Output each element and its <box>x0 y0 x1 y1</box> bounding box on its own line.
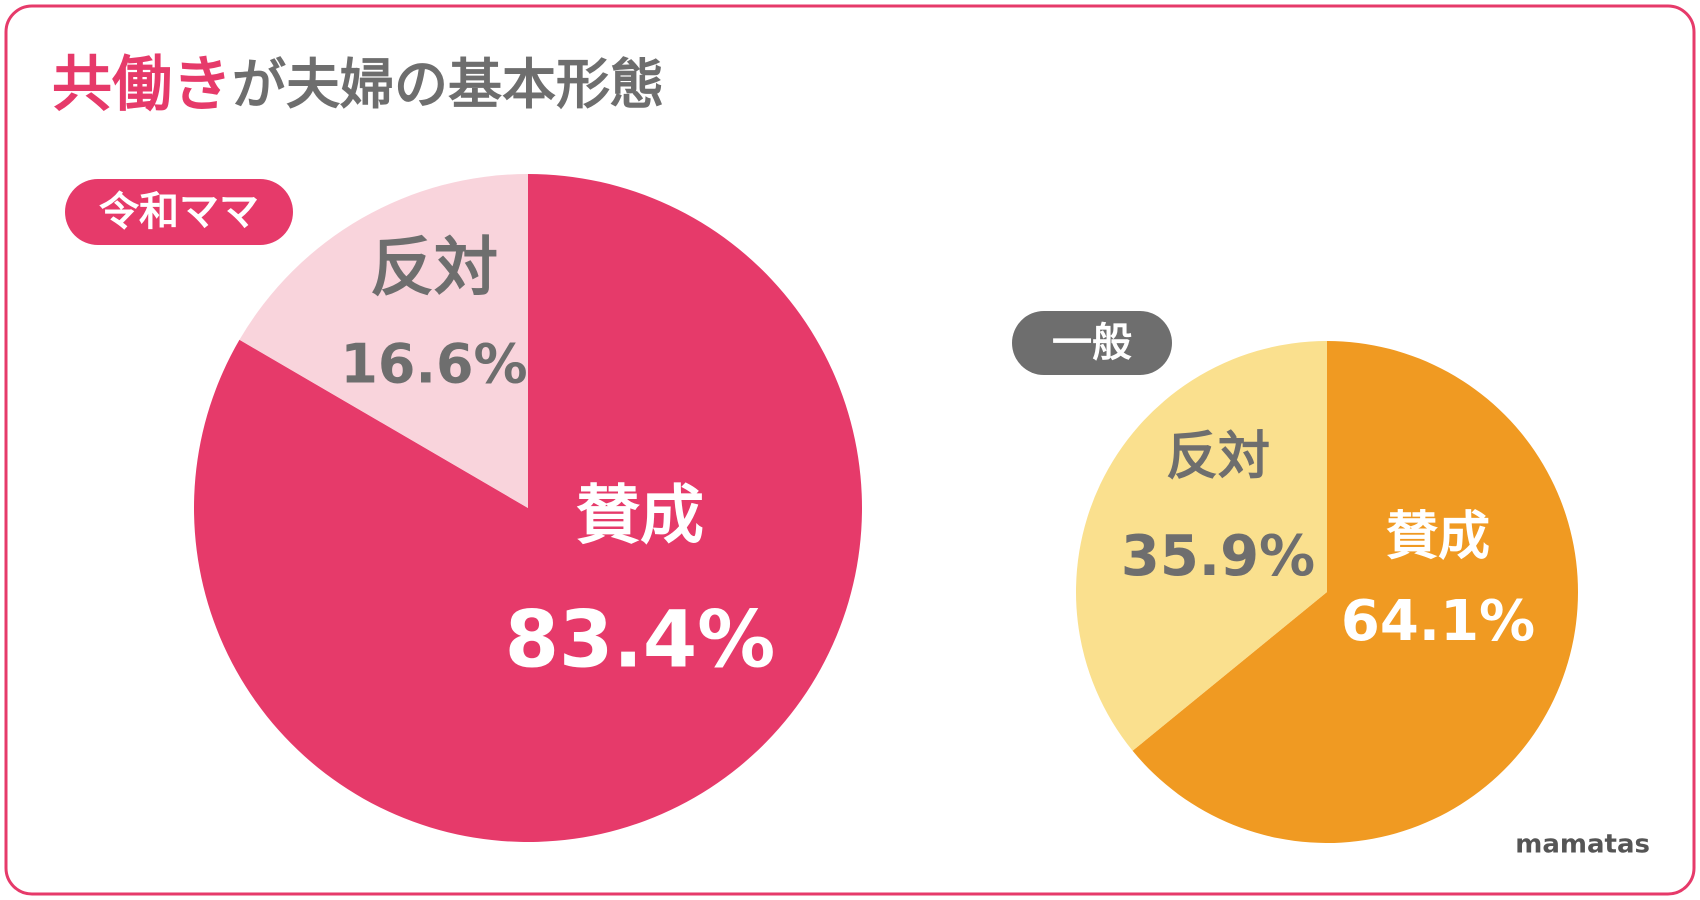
slice-category: 賛成 <box>1386 507 1490 567</box>
slice-category: 反対 <box>1166 427 1270 487</box>
pie-slice <box>1076 341 1327 751</box>
slice-category: 反対 <box>370 232 498 306</box>
label-badge <box>1012 311 1172 375</box>
title: 共働きが夫婦の基本形態 <box>52 50 664 120</box>
pie-slice <box>193 174 862 842</box>
chart-label: 令和ママ <box>99 189 259 235</box>
value-label: 64.1% <box>1341 589 1535 654</box>
value-label: 83.4% <box>505 595 776 685</box>
pie-slice <box>239 174 528 508</box>
value-label: 16.6% <box>340 333 527 396</box>
title-highlight: 共働き <box>52 50 232 120</box>
chart-label: 一般 <box>1052 320 1132 366</box>
title-rest: が夫婦の基本形態 <box>232 53 664 116</box>
pie-slice <box>1132 341 1578 843</box>
brand: mamatas <box>1515 830 1650 860</box>
slice-category: 賛成 <box>576 480 704 554</box>
label-badge <box>65 179 293 245</box>
value-label: 35.9% <box>1121 524 1315 589</box>
